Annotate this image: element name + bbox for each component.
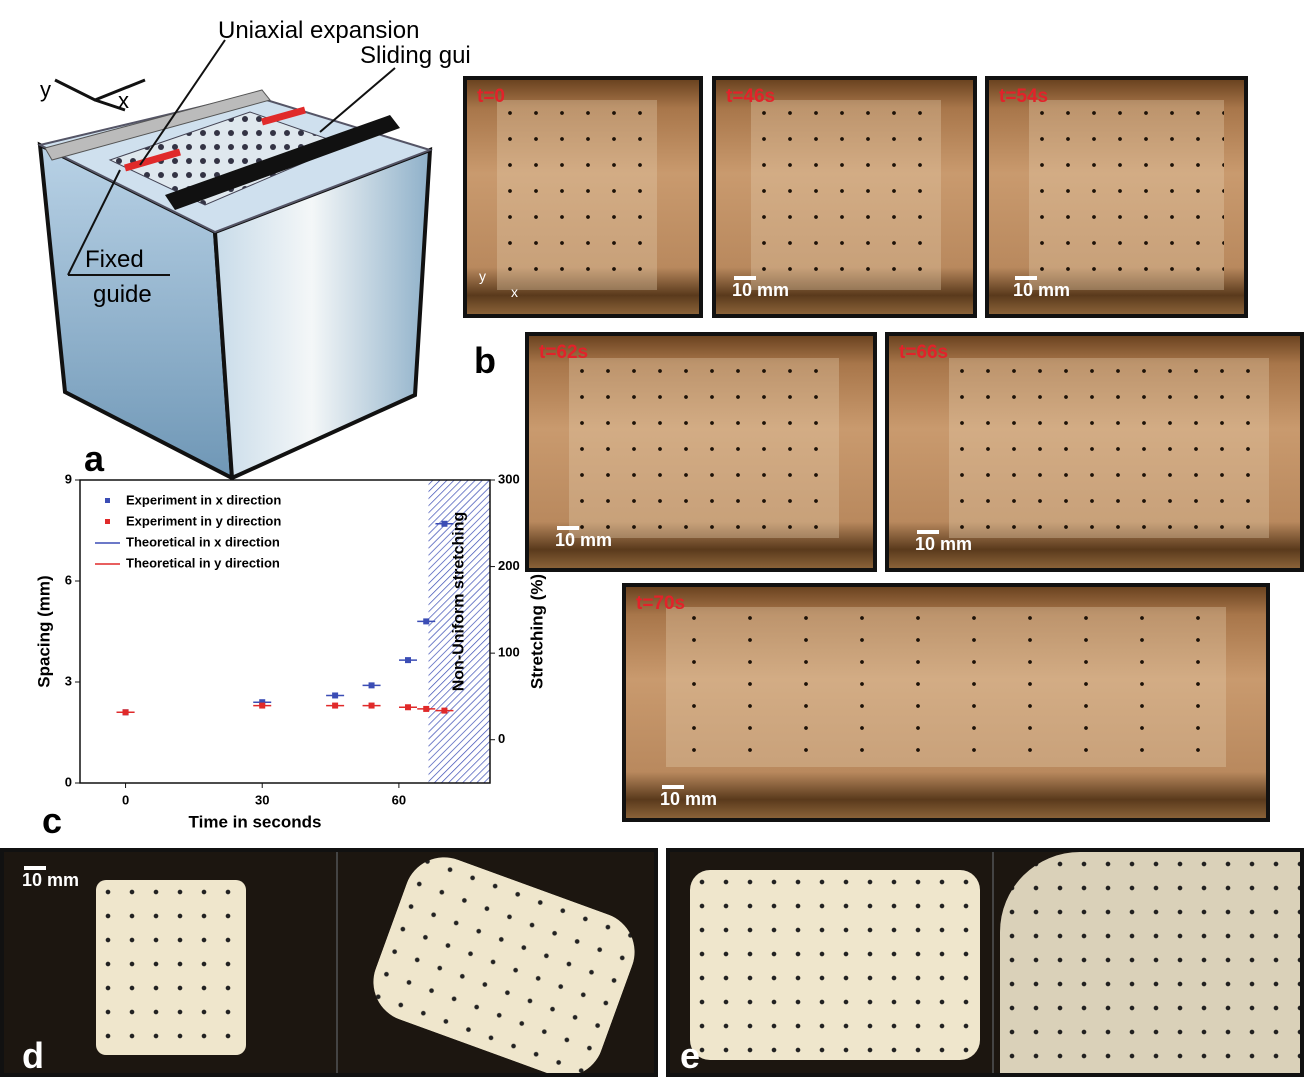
- photo: t=0 y x: [463, 76, 703, 318]
- photo: t=62s 10 mm: [525, 332, 877, 572]
- marker: [405, 657, 411, 663]
- marker: [405, 704, 411, 710]
- marker: [123, 709, 129, 715]
- photo: t=70s 10 mm: [622, 583, 1270, 822]
- photo: [666, 848, 1304, 1077]
- legend-marker: [105, 498, 110, 503]
- photo: t=66s 10 mm: [885, 332, 1304, 572]
- scale-bar: 10 mm: [732, 276, 789, 301]
- y2-tick-label: 300: [498, 471, 520, 486]
- y2-tick-label: 200: [498, 558, 520, 573]
- cube-diagram: Uniaxial expansion Sliding guide Fixed g…: [0, 0, 470, 480]
- chart: Non-Uniform stretching 0 30 60 0 3 6 9 0 100 200 30…: [0, 460, 560, 840]
- axis-label: y: [40, 77, 51, 102]
- marker: [423, 706, 429, 712]
- y2-tick-label: 100: [498, 645, 520, 660]
- axis-arrows: [55, 80, 145, 110]
- scale-bar: 10 mm: [555, 526, 612, 551]
- scale-bar: 10 mm: [915, 530, 972, 555]
- y-tick-label: 0: [65, 774, 72, 789]
- label: Sliding guide: [360, 42, 470, 69]
- marker: [441, 521, 447, 527]
- photo: t=54s 10 mm: [985, 76, 1248, 318]
- legend-label: Theoretical in x direction: [126, 534, 280, 549]
- scale-bar: 10 mm: [1013, 276, 1070, 301]
- scale-bar: 10 mm: [22, 866, 79, 891]
- scale-bar: 10 mm: [660, 785, 717, 810]
- divider: [336, 852, 338, 1073]
- label: Fixed: [85, 246, 144, 273]
- label: Uniaxial expansion: [218, 17, 419, 44]
- y-tick-label: 3: [65, 673, 72, 688]
- sheet: [666, 607, 1226, 767]
- legend-label: Experiment in y direction: [126, 513, 281, 528]
- y2-tick-label: 0: [498, 731, 505, 746]
- x-tick-label: 60: [392, 792, 406, 807]
- y-tick-label: 9: [65, 471, 72, 486]
- divider: [992, 852, 994, 1073]
- time-label: t=62s: [539, 342, 588, 364]
- marker: [441, 708, 447, 714]
- axis-label: x: [118, 88, 129, 113]
- marker: [423, 618, 429, 624]
- y-tick-label: 6: [65, 572, 72, 587]
- sheet: [497, 100, 657, 290]
- sheet: [949, 358, 1269, 538]
- sheet: [1029, 100, 1224, 290]
- axis-label: x: [511, 284, 518, 300]
- label: guide: [93, 281, 152, 308]
- time-label: t=0: [477, 86, 505, 108]
- panel-label: e: [680, 1035, 700, 1077]
- marker: [332, 703, 338, 709]
- cylinder: [362, 848, 646, 1077]
- sheet: [751, 100, 941, 290]
- panel-label: d: [22, 1035, 44, 1077]
- y2-axis-label: Stretching (%): [527, 574, 546, 689]
- x-axis-label: Time in seconds: [189, 812, 322, 831]
- legend-label: Theoretical in y direction: [126, 555, 280, 570]
- legend-marker: [105, 519, 110, 524]
- page: Uniaxial expansion Sliding guide Fixed g…: [0, 0, 1304, 1077]
- legend-label: Experiment in x direction: [126, 492, 281, 507]
- cylinder: [96, 880, 246, 1055]
- marker: [369, 703, 375, 709]
- panel-label: b: [474, 340, 496, 382]
- photo: 10 mm: [0, 848, 658, 1077]
- time-label: t=54s: [999, 86, 1048, 108]
- sheet: [569, 358, 839, 538]
- marker: [259, 703, 265, 709]
- marker: [369, 682, 375, 688]
- cylinder: [690, 870, 980, 1060]
- axis-label: y: [479, 268, 486, 284]
- y-axis-label: Spacing (mm): [34, 575, 53, 687]
- time-label: t=66s: [899, 342, 948, 364]
- marker: [332, 692, 338, 698]
- x-tick-label: 0: [122, 792, 129, 807]
- time-label: t=70s: [636, 593, 685, 615]
- time-label: t=46s: [726, 86, 775, 108]
- photo: t=46s 10 mm: [712, 76, 977, 318]
- x-tick-label: 30: [255, 792, 269, 807]
- cylinder: [1000, 852, 1300, 1073]
- region-label: Non-Uniform stretching: [450, 512, 467, 692]
